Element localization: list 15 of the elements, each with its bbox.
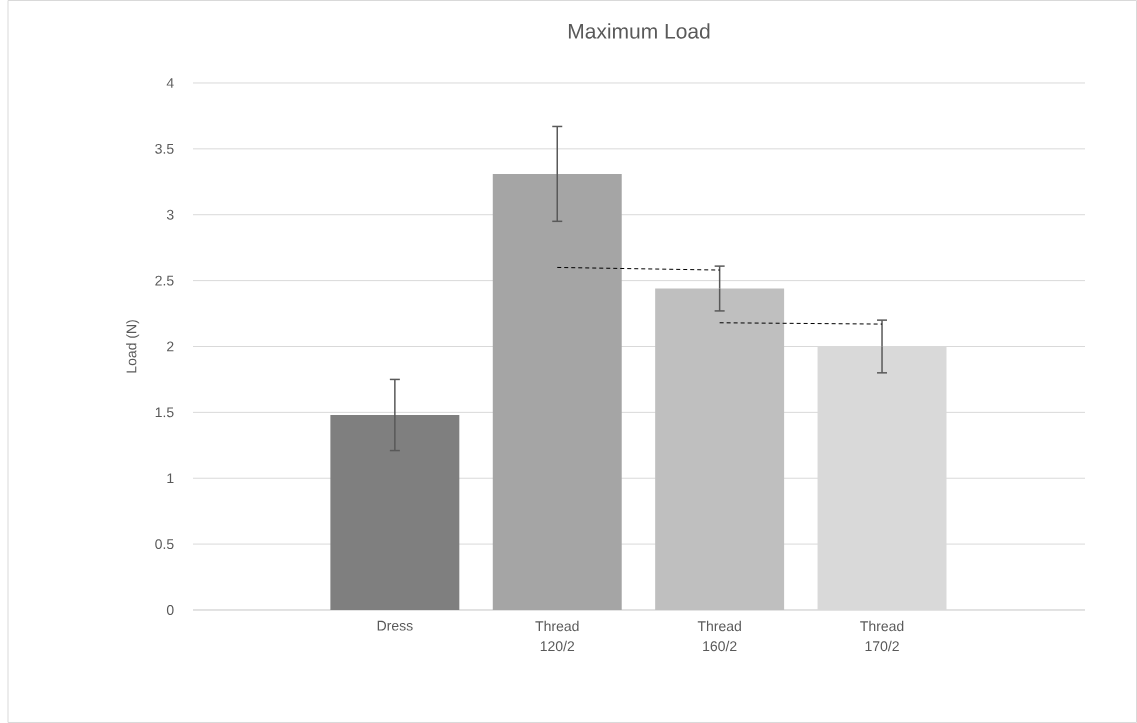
x-tick-label: Dress (377, 620, 413, 631)
x-tick-label: Thread 160/2 (697, 620, 741, 652)
chart-title: Maximum Load (568, 23, 710, 39)
y-tick-label: 4 (166, 78, 174, 88)
y-tick-label: 0.5 (155, 539, 174, 550)
y-axis-title: Load (N) (126, 320, 140, 373)
y-tick-label: 3.5 (155, 143, 174, 154)
x-tick-label: Thread 170/2 (860, 620, 904, 652)
y-tick-label: 1.5 (155, 407, 174, 418)
x-tick-label: Thread 120/2 (535, 620, 579, 652)
y-tick-label: 2 (167, 341, 174, 352)
y-tick-label: 0 (166, 605, 174, 615)
y-tick-label: 2.5 (155, 275, 174, 286)
y-tick-label: 3 (166, 209, 174, 220)
y-tick-label: 1 (167, 473, 174, 484)
